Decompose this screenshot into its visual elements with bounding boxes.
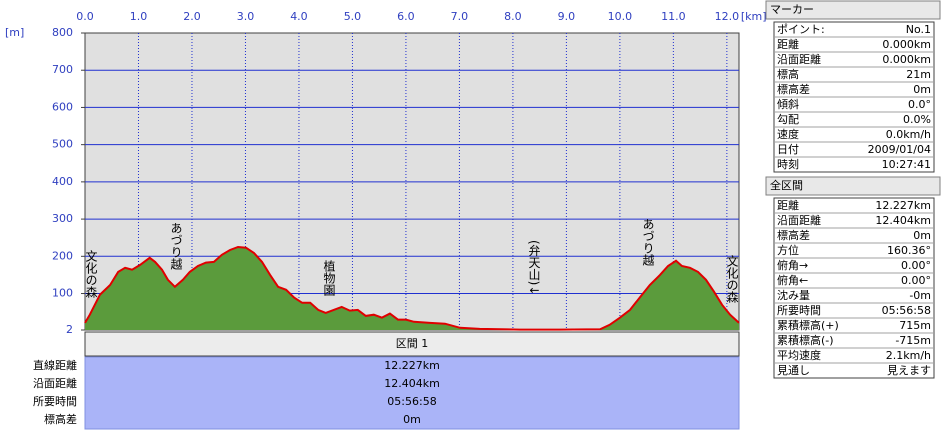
row-label: ポイント: (777, 23, 825, 36)
x-tick-label: 12.0 (715, 10, 740, 23)
row-value: 0.000km (882, 53, 931, 66)
y-tick-label: 300 (52, 212, 73, 225)
place-label: (弁天山)↓ (527, 240, 541, 295)
row-label: 距離 (777, 198, 799, 212)
row-label: 時刻 (777, 157, 799, 171)
x-unit: [km] (741, 10, 767, 23)
y-tick-label: 100 (52, 287, 73, 300)
x-tick-label: 4.0 (290, 10, 308, 23)
panel-header (765, 176, 941, 196)
x-tick-label: 8.0 (504, 10, 522, 23)
row-value: 12.227km (384, 359, 440, 372)
row-value: 12.404km (875, 214, 931, 227)
row-label: 速度 (777, 127, 799, 141)
y-tick-label: 500 (52, 138, 73, 151)
y-tick-label: 2 (66, 323, 73, 336)
row-label: 沿面距離 (777, 52, 821, 66)
row-label: 標高差 (44, 412, 77, 426)
row-value: 10:27:41 (882, 158, 931, 171)
x-tick-label: 6.0 (397, 10, 415, 23)
x-tick-label: 7.0 (451, 10, 469, 23)
row-label: 傾斜 (777, 97, 799, 111)
elevation-area (85, 247, 739, 330)
row-label: 俯角→ (777, 258, 808, 272)
row-value: 160.36° (887, 244, 931, 257)
row-value: No.1 (906, 23, 931, 36)
y-tick-label: 700 (52, 63, 73, 76)
row-value: -715m (895, 334, 931, 347)
row-value: 05:56:58 (387, 395, 436, 408)
row-value: 0.0° (908, 98, 931, 111)
row-value: 0m (913, 83, 931, 96)
row-label: 標高差 (777, 82, 810, 96)
row-label: 所要時間 (777, 304, 821, 317)
y-tick-label: 800 (52, 26, 73, 39)
row-value: 見えます (887, 364, 931, 377)
elevation-line (84, 245, 740, 331)
row-value: 05:56:58 (882, 304, 931, 317)
place-label: 文化の森 (84, 249, 98, 298)
x-tick-label: 11.0 (661, 10, 686, 23)
row-label: 累積標高(+) (777, 318, 839, 332)
row-label: 勾配 (777, 113, 799, 126)
x-tick-label: 3.0 (237, 10, 255, 23)
row-label: 累積標高(-) (777, 333, 834, 347)
row-value: -0m (909, 289, 931, 302)
row-value: 12.404km (384, 377, 440, 390)
x-tick-label: 2.0 (183, 10, 201, 23)
row-label: 沈み量 (777, 288, 810, 302)
row-label: 標高差 (777, 228, 810, 242)
section-title: 区間 1 (396, 337, 429, 350)
panel-title: マーカー (770, 3, 814, 16)
row-value: 715m (899, 319, 931, 332)
row-value: 0.0% (903, 113, 931, 126)
place-label: あづり越 (169, 222, 183, 271)
x-tick-label: 10.0 (608, 10, 633, 23)
section-body (84, 356, 740, 430)
row-value: 0m (913, 229, 931, 242)
row-label: 平均速度 (777, 348, 821, 362)
row-label: 所要時間 (33, 395, 77, 408)
row-label: 標高 (777, 67, 799, 81)
row-value: 12.227km (875, 199, 931, 212)
y-tick-label: 600 (52, 100, 73, 113)
row-label: 直線距離 (33, 358, 77, 372)
row-label: 方位 (777, 243, 799, 257)
place-label: あづり越 (641, 218, 655, 267)
row-value: 0.00° (901, 274, 931, 287)
x-tick-label: 1.0 (130, 10, 148, 23)
row-label: 沿面距離 (777, 213, 821, 227)
row-value: 0m (403, 413, 421, 426)
place-label: 植物園 (322, 259, 336, 296)
row-label: 沿面距離 (33, 376, 77, 390)
y-unit: [m] (5, 26, 24, 39)
row-value: 21m (906, 68, 931, 81)
row-label: 見通し (777, 364, 810, 377)
y-tick-label: 200 (52, 249, 73, 262)
section-header (84, 331, 740, 357)
panel-header (765, 0, 941, 20)
row-value: 2.1km/h (886, 349, 931, 362)
row-label: 日付 (777, 143, 799, 156)
row-value: 2009/01/04 (868, 143, 931, 156)
x-tick-label: 0.0 (76, 10, 94, 23)
panel-title: 全区間 (770, 178, 803, 192)
y-tick-label: 400 (52, 175, 73, 188)
row-value: 0.000km (882, 38, 931, 51)
x-tick-label: 5.0 (344, 10, 362, 23)
x-tick-label: 9.0 (558, 10, 576, 23)
row-value: 0.00° (901, 259, 931, 272)
row-value: 0.0km/h (886, 128, 931, 141)
row-label: 俯角← (777, 273, 808, 287)
row-label: 距離 (777, 37, 799, 51)
place-label: 文化の森 (725, 254, 739, 303)
